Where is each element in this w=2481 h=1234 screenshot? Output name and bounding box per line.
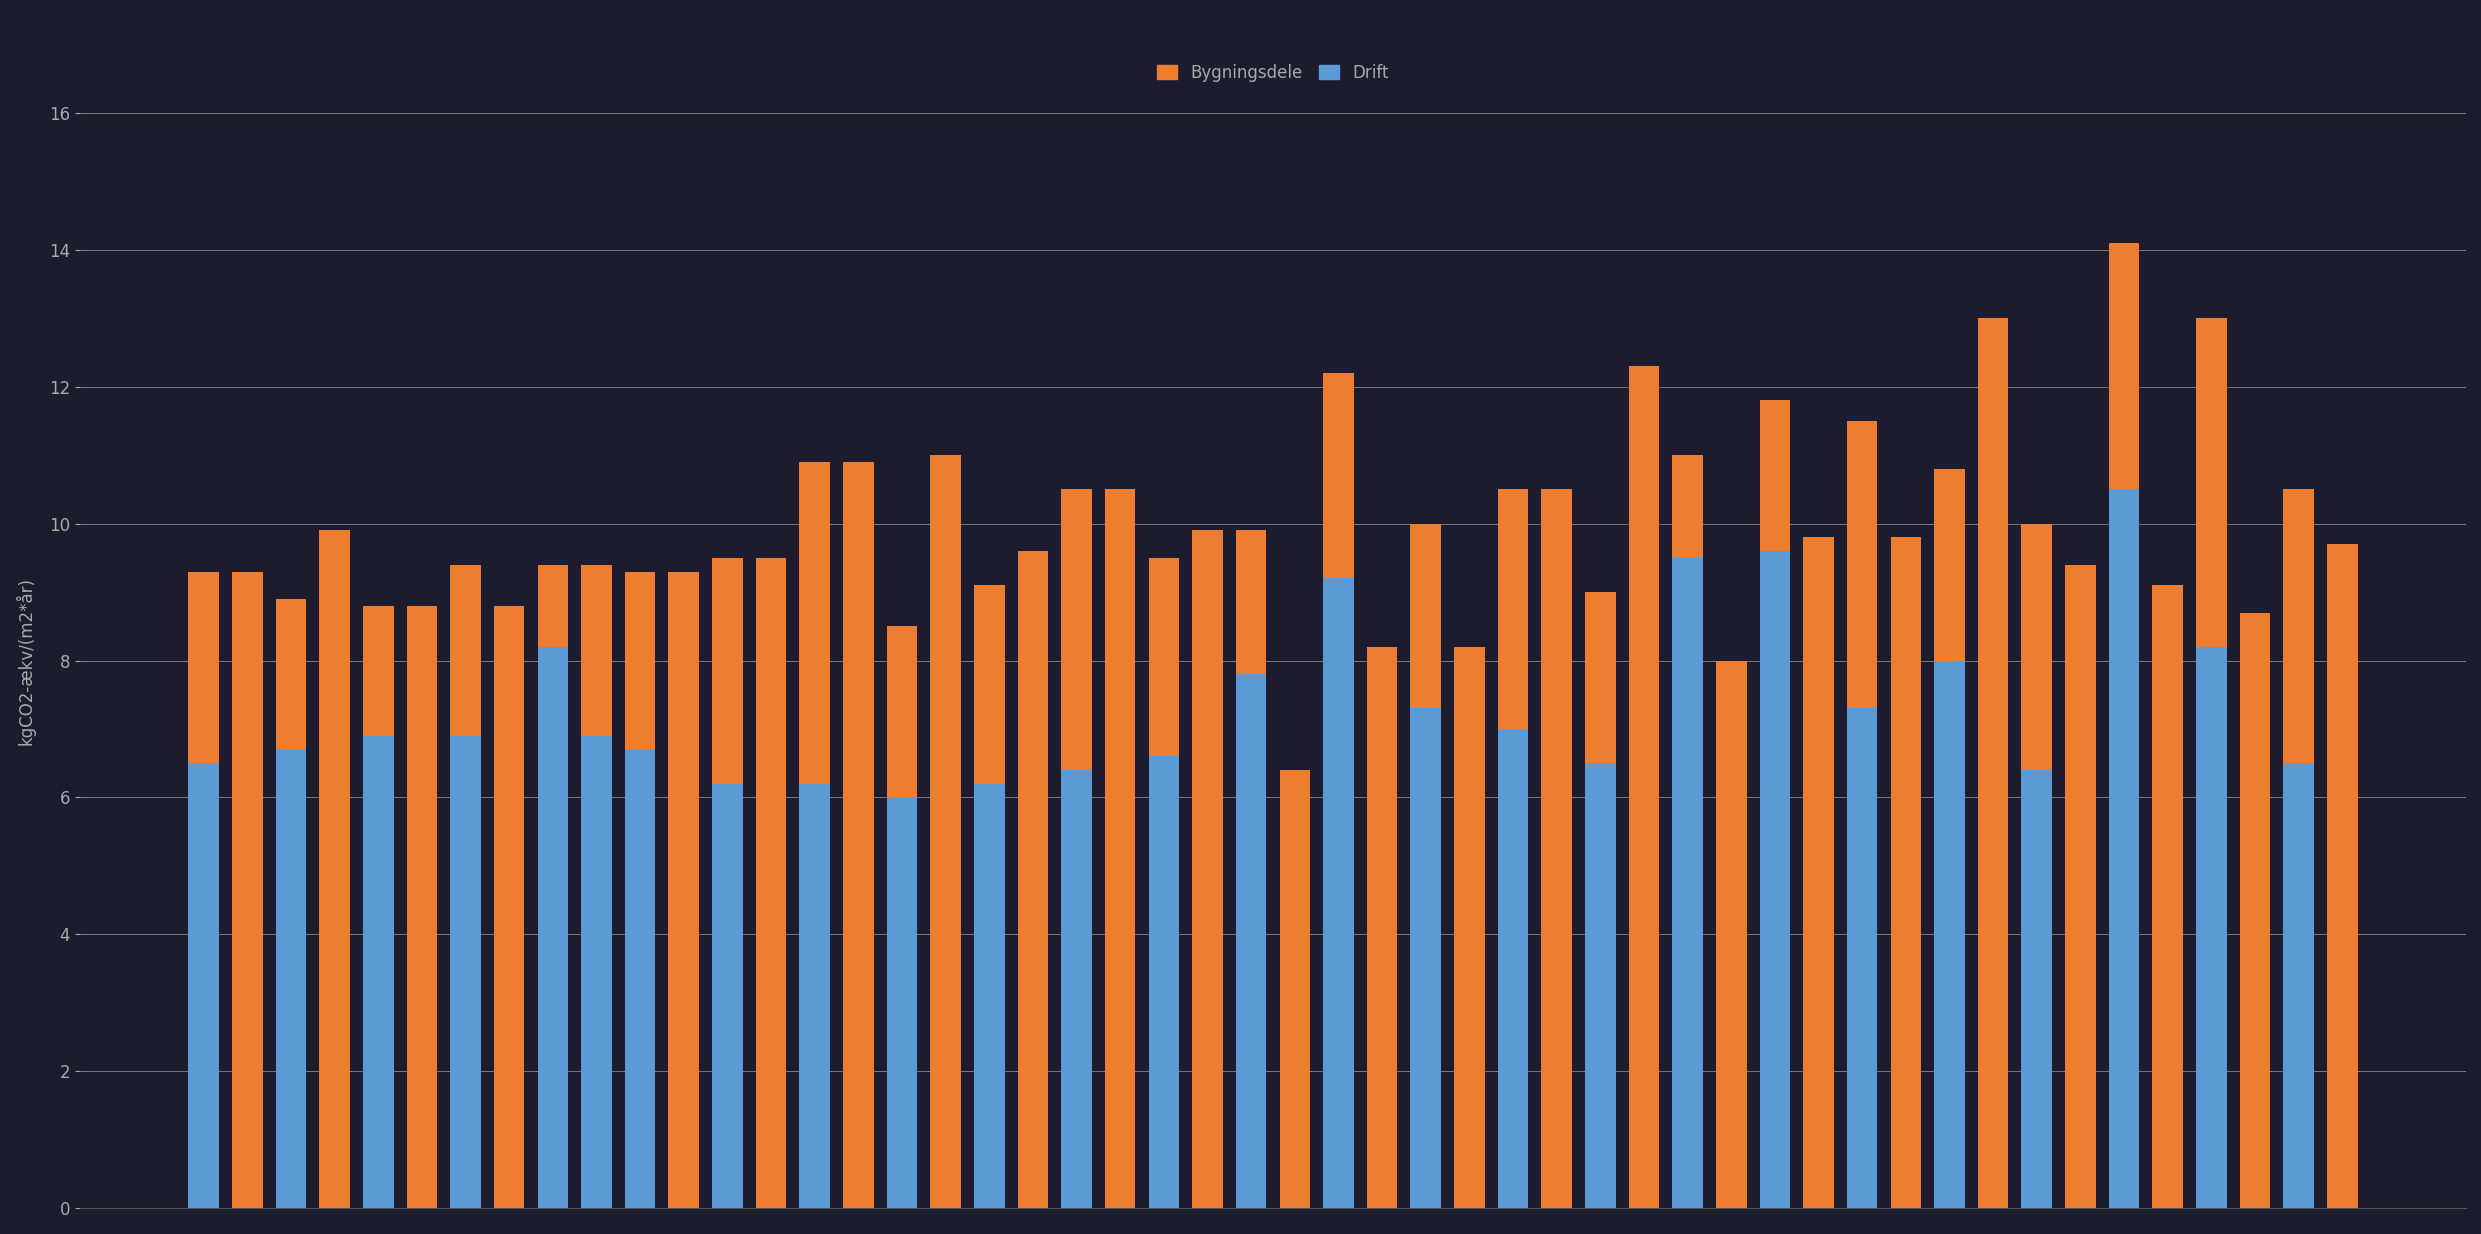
Bar	[930, 455, 960, 1208]
Bar	[407, 606, 437, 1208]
Bar	[449, 735, 481, 1208]
Bar	[1017, 552, 1047, 1208]
Bar	[2022, 523, 2052, 770]
Bar	[975, 784, 1005, 1208]
Bar	[799, 462, 831, 784]
Bar	[712, 784, 742, 1208]
Bar	[1367, 647, 1397, 1208]
Bar	[538, 647, 568, 1208]
Bar	[581, 565, 613, 735]
Bar	[1672, 558, 1702, 1208]
Bar	[625, 749, 655, 1208]
Bar	[1454, 647, 1484, 1208]
Bar	[362, 735, 394, 1208]
Bar	[2196, 647, 2225, 1208]
Bar	[1280, 770, 1310, 1208]
Bar	[667, 571, 700, 1208]
Bar	[1236, 531, 1265, 674]
Bar	[1499, 729, 1528, 1208]
Bar	[1977, 318, 2010, 1208]
Bar	[975, 585, 1005, 784]
Bar	[1149, 558, 1178, 756]
Bar	[1717, 660, 1747, 1208]
Bar	[1846, 421, 1878, 708]
Legend: Bygningsdele, Drift: Bygningsdele, Drift	[1149, 56, 1397, 90]
Bar	[1585, 592, 1615, 763]
Bar	[886, 797, 918, 1208]
Bar	[1541, 490, 1573, 1208]
Bar	[1846, 708, 1878, 1208]
Bar	[1412, 523, 1441, 708]
Bar	[275, 598, 305, 749]
Bar	[2154, 585, 2183, 1208]
Bar	[275, 749, 305, 1208]
Bar	[1628, 366, 1660, 1208]
Bar	[1149, 756, 1178, 1208]
Bar	[1062, 490, 1092, 770]
Bar	[2240, 612, 2270, 1208]
Bar	[2022, 770, 2052, 1208]
Bar	[1499, 490, 1528, 729]
Bar	[189, 763, 218, 1208]
Bar	[233, 571, 263, 1208]
Bar	[2283, 490, 2315, 763]
Y-axis label: kgCO2-ækv/(m2*år): kgCO2-ækv/(m2*år)	[15, 576, 35, 744]
Bar	[1891, 537, 1920, 1208]
Bar	[362, 606, 394, 735]
Bar	[2327, 544, 2357, 1208]
Bar	[320, 531, 350, 1208]
Bar	[1672, 455, 1702, 558]
Bar	[886, 627, 918, 797]
Bar	[1585, 763, 1615, 1208]
Bar	[1759, 401, 1791, 552]
Bar	[2064, 565, 2096, 1208]
Bar	[757, 558, 786, 1208]
Bar	[844, 462, 873, 1208]
Bar	[189, 571, 218, 763]
Bar	[625, 571, 655, 749]
Bar	[2283, 763, 2315, 1208]
Bar	[2196, 318, 2225, 647]
Bar	[1935, 660, 1965, 1208]
Bar	[1759, 552, 1791, 1208]
Bar	[1062, 770, 1092, 1208]
Bar	[799, 784, 831, 1208]
Bar	[494, 606, 523, 1208]
Bar	[1804, 537, 1833, 1208]
Bar	[1104, 490, 1136, 1208]
Bar	[1322, 373, 1355, 579]
Bar	[2109, 243, 2139, 490]
Bar	[1236, 674, 1265, 1208]
Bar	[1935, 469, 1965, 660]
Bar	[449, 565, 481, 735]
Bar	[1322, 579, 1355, 1208]
Bar	[1412, 708, 1441, 1208]
Bar	[538, 565, 568, 647]
Bar	[712, 558, 742, 784]
Bar	[1193, 531, 1223, 1208]
Bar	[581, 735, 613, 1208]
Bar	[2109, 490, 2139, 1208]
